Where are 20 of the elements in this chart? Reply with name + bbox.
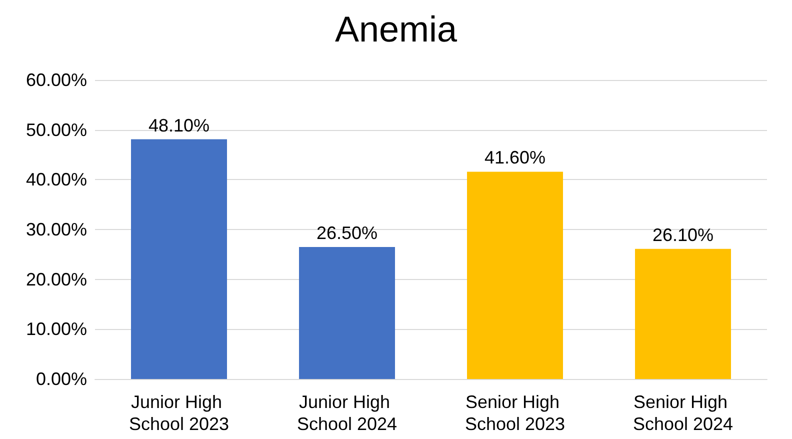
data-label: 48.10% <box>148 115 210 136</box>
bar <box>299 246 395 379</box>
y-tick-label: 10.00% <box>26 319 87 340</box>
data-label: 26.50% <box>316 222 378 243</box>
y-tick-label: 60.00% <box>26 70 87 90</box>
x-tick-label: Senior High School 2023 <box>464 392 566 434</box>
bar <box>467 172 563 379</box>
bar <box>131 139 227 379</box>
chart-title: Anemia <box>334 8 458 50</box>
y-tick-label: 20.00% <box>26 269 87 290</box>
y-tick-label: 30.00% <box>26 220 87 240</box>
x-tick-label: Junior High School 2024 <box>296 392 398 434</box>
data-label: 26.10% <box>652 224 714 245</box>
x-tick-label: Senior High School 2024 <box>632 392 734 434</box>
y-tick-label: 50.00% <box>26 120 87 140</box>
y-tick-label: 40.00% <box>26 170 87 190</box>
data-label: 41.60% <box>484 148 546 168</box>
x-tick-label: Junior High School 2023 <box>128 392 230 434</box>
y-tick-label: 0.00% <box>36 369 87 389</box>
bar <box>635 248 731 379</box>
